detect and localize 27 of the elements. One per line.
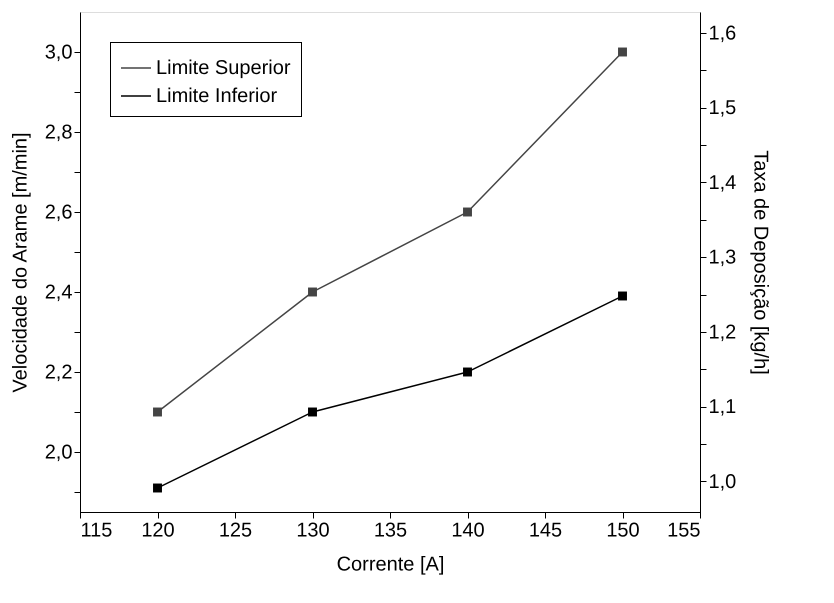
x-tick-label: 115 [80,520,112,542]
x-tick-label: 135 [374,520,408,542]
x-tick-label: 150 [606,520,640,542]
x-tick-label: 155 [667,520,700,542]
legend-label: Limite Superior [156,57,291,79]
x-tick-label: 120 [141,520,175,542]
x-tick-label: 130 [296,520,330,542]
y2-tick-label: 1,2 [708,321,736,344]
y-tick-label: 3,0 [44,42,72,64]
x-tick-label: 140 [451,520,485,542]
x-tick-label: 125 [218,520,252,542]
y-tick-label: 2,8 [44,122,72,144]
y2-tick-label: 1,3 [708,246,736,269]
y2-tick-label: 1,0 [708,470,736,493]
y2-tick-label: 1,4 [708,172,736,194]
x-tick-label: 145 [528,520,562,542]
y2-axis-title: Taxa de Deposição [kg/h] [749,150,772,375]
y2-tick-label: 1,6 [708,22,736,44]
legend-label: Limite Inferior [156,85,278,107]
y-tick-label: 2,6 [44,202,72,224]
y-tick-label: 2,2 [44,362,72,384]
y-axis-title: Velocidade do Arame [m/min] [10,132,32,393]
y2-tick-label: 1,1 [708,396,736,418]
y-tick-label: 2,0 [44,442,72,464]
y2-tick-label: 1,5 [708,97,736,120]
x-axis-title: Corrente [A] [336,554,444,576]
y-tick-label: 2,4 [44,282,72,304]
